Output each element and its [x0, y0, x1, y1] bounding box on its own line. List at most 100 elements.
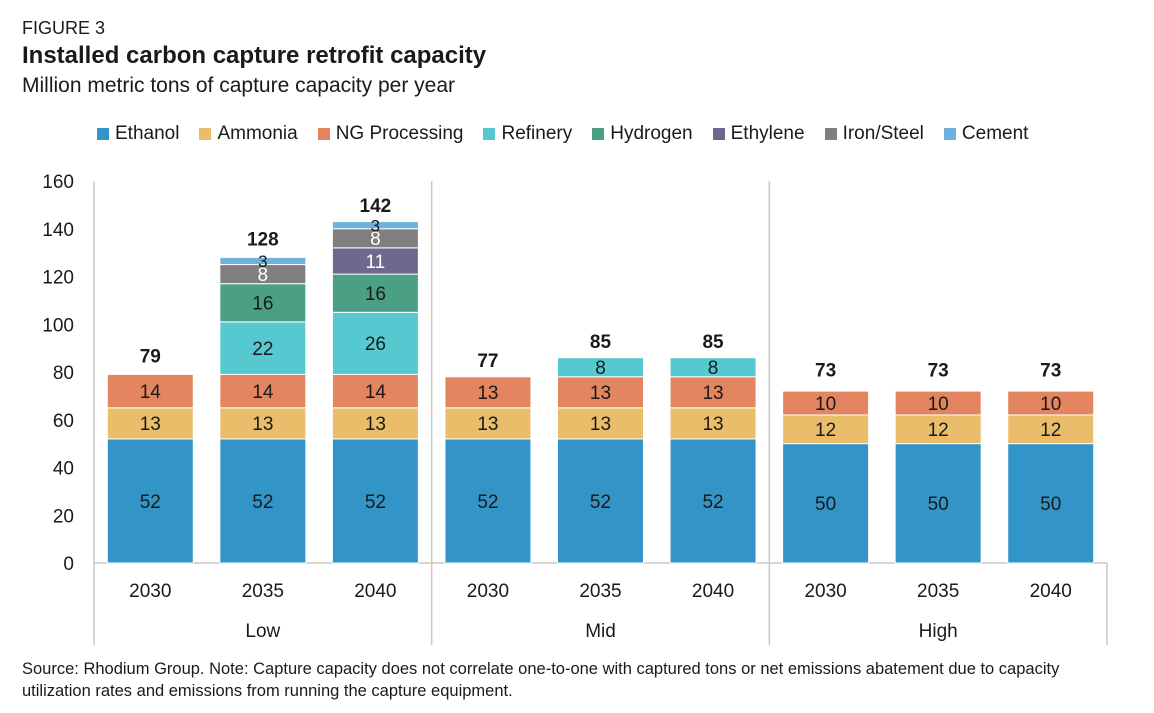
- legend-label: Ethylene: [730, 123, 805, 144]
- x-tick-label: 2035: [917, 581, 959, 602]
- bar-segment-ammonia: [894, 414, 982, 445]
- legend-item-6: Iron/Steel: [824, 123, 924, 145]
- segment-value-label: 50: [815, 494, 836, 515]
- segment-value-label: 13: [702, 414, 723, 435]
- segment-value-label: 13: [477, 414, 498, 435]
- y-tick-label: 100: [42, 315, 74, 336]
- bar-segment-hydrogen: [331, 273, 419, 313]
- figure-label: FIGURE 3: [22, 18, 106, 38]
- segment-value-label: 13: [590, 383, 611, 404]
- segment-value-label: 52: [140, 492, 161, 513]
- segment-value-label: 14: [252, 382, 274, 403]
- bar-total-label: 128: [247, 229, 279, 250]
- segment-value-label: 52: [590, 492, 611, 513]
- bar-segment-refinery: [219, 321, 307, 375]
- legend-label: Cement: [961, 123, 1029, 144]
- group-label: High: [919, 621, 958, 642]
- segment-value-label: 16: [252, 294, 273, 315]
- segment-value-label: 10: [1040, 394, 1061, 415]
- bar-segment-ammonia: [444, 407, 532, 440]
- x-tick-label: 2035: [242, 581, 284, 602]
- legend-item-2: NG Processing: [317, 123, 463, 145]
- legend-item-3: Refinery: [483, 123, 572, 145]
- segment-value-label: 50: [1040, 494, 1061, 515]
- segment-value-label: 13: [477, 383, 498, 404]
- bar-segment-cement: [219, 256, 307, 266]
- segment-value-label: 13: [365, 414, 386, 435]
- legend-label: Iron/Steel: [842, 123, 924, 144]
- bar-segment-ng-processing: [669, 376, 757, 409]
- segment-value-label: 52: [252, 492, 273, 513]
- segment-value-label: 52: [477, 492, 498, 513]
- segment-value-label: 52: [702, 492, 723, 513]
- bar-segment-ng-processing: [444, 376, 532, 409]
- y-tick-label: 40: [53, 459, 74, 480]
- legend-swatch: [317, 128, 330, 140]
- legend-label: Ammonia: [217, 123, 298, 144]
- segment-value-label: 8: [370, 229, 381, 250]
- segment-value-label: 11: [366, 252, 386, 273]
- bar-segment-refinery: [669, 357, 757, 378]
- bar-segment-ethanol: [106, 438, 194, 564]
- bar-segment-ammonia: [669, 407, 757, 440]
- segment-value-label: 13: [140, 414, 161, 435]
- segment-value-label: 12: [815, 420, 836, 441]
- bar-total-label: 85: [702, 332, 724, 353]
- legend-swatch: [483, 128, 496, 140]
- legend-item-7: Cement: [943, 123, 1029, 145]
- bar-segment-ethanol: [557, 438, 644, 564]
- bar-segment-ammonia: [1007, 414, 1095, 445]
- segment-value-label: 10: [815, 394, 836, 415]
- segment-value-label: 8: [708, 358, 719, 379]
- bar-total-label: 73: [815, 361, 836, 382]
- legend-label: Refinery: [501, 123, 573, 144]
- legend-swatch: [824, 128, 837, 140]
- x-tick-label: 2030: [804, 581, 846, 602]
- segment-value-label: 26: [365, 334, 386, 355]
- segment-value-label: 3: [258, 252, 267, 271]
- chart-legend: Ethanol Ammonia NG Processing Refinery Hydro…: [97, 123, 1048, 145]
- bar-segment-ng-processing: [557, 376, 644, 409]
- legend-item-4: Hydrogen: [592, 123, 693, 145]
- legend-swatch: [712, 128, 725, 140]
- chart-title: Installed carbon capture retrofit capaci…: [22, 42, 487, 69]
- source-note: Source: Rhodium Group. Note: Capture cap…: [22, 660, 1060, 700]
- y-tick-label: 160: [42, 172, 74, 193]
- bar-segment-refinery: [331, 311, 419, 375]
- legend-item-1: Ammonia: [199, 123, 298, 145]
- bar-segment-ethanol: [669, 438, 757, 564]
- segment-value-label: 13: [702, 383, 723, 404]
- bar-total-label: 85: [590, 332, 612, 353]
- segment-value-label: 14: [140, 382, 162, 403]
- legend-label: Hydrogen: [610, 123, 693, 144]
- y-tick-label: 140: [42, 220, 74, 241]
- bar-total-label: 73: [928, 361, 949, 382]
- bar-segment-ng-processing: [106, 373, 194, 409]
- bar-total-label: 79: [140, 346, 161, 367]
- bar-segment-ng-processing: [782, 390, 870, 416]
- bar-total-label: 77: [477, 351, 498, 372]
- x-tick-label: 2030: [129, 581, 171, 602]
- segment-value-label: 3: [371, 216, 380, 235]
- segment-value-label: 22: [252, 339, 273, 360]
- bar-segment-refinery: [557, 357, 644, 378]
- bar-segment-ammonia: [331, 407, 419, 440]
- x-tick-label: 2030: [467, 581, 509, 602]
- bar-segment-ng-processing: [331, 373, 419, 409]
- bar-segment-cement: [331, 221, 419, 230]
- legend-swatch: [592, 128, 605, 140]
- bar-segment-ethanol: [1007, 443, 1095, 564]
- legend-item-5: Ethylene: [712, 123, 805, 145]
- y-tick-label: 20: [53, 506, 74, 527]
- bar-segment-ethanol: [444, 438, 532, 564]
- segment-value-label: 14: [365, 382, 387, 403]
- group-label: Mid: [585, 621, 616, 642]
- bar-segment-hydrogen: [219, 283, 307, 323]
- x-tick-label: 2040: [1030, 581, 1072, 602]
- segment-value-label: 13: [252, 414, 273, 435]
- segment-value-label: 12: [1040, 420, 1061, 441]
- segment-value-label: 8: [258, 265, 269, 286]
- bar-segment-ammonia: [557, 407, 644, 440]
- segment-value-label: 50: [928, 494, 949, 515]
